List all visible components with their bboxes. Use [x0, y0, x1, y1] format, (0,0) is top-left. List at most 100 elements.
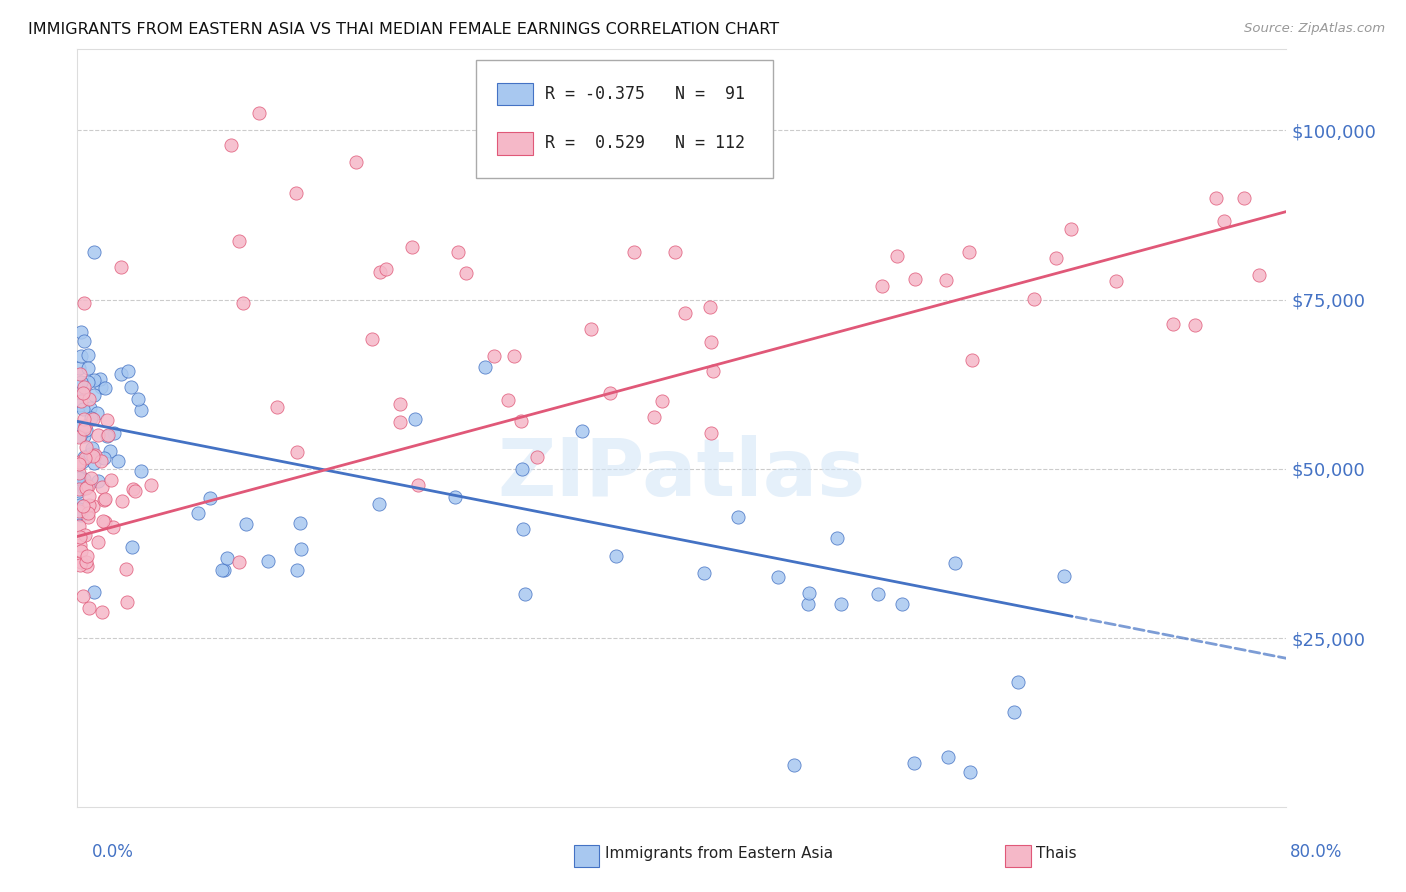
Point: [83, 448, 105, 462]
Point: [368, 497, 391, 511]
Point: [90, 453, 112, 467]
Point: [93, 493, 115, 508]
Point: [700, 334, 723, 349]
Point: [512, 522, 534, 536]
Point: [247, 105, 270, 120]
Point: [73, 412, 96, 426]
Point: [129, 402, 152, 417]
Point: [673, 306, 696, 320]
Point: [72, 385, 94, 400]
Point: [73, 296, 96, 310]
Point: [67, 466, 90, 480]
Point: [406, 478, 429, 492]
Point: [97, 428, 120, 442]
Point: [904, 271, 927, 285]
Point: [100, 473, 122, 487]
Point: [69, 558, 91, 573]
Point: [72, 401, 94, 416]
Point: [86, 406, 108, 420]
Point: [73, 380, 96, 394]
Point: [67, 518, 90, 533]
Point: [945, 556, 967, 570]
Point: [77, 392, 100, 406]
Point: [727, 510, 749, 524]
Point: [285, 563, 308, 577]
Point: [70, 350, 93, 364]
Point: [217, 551, 239, 566]
Point: [1205, 191, 1227, 205]
Point: [76, 559, 98, 574]
Point: [443, 490, 465, 504]
Point: [285, 186, 308, 200]
Point: [120, 380, 142, 394]
Point: [72, 481, 94, 495]
Point: [103, 425, 125, 440]
Point: [75, 419, 97, 434]
Point: [67, 455, 90, 469]
Point: [70, 376, 93, 390]
Point: [404, 411, 426, 425]
Point: [83, 456, 105, 470]
Point: [219, 138, 242, 153]
Text: Immigrants from Eastern Asia: Immigrants from Eastern Asia: [605, 847, 832, 861]
Text: Source: ZipAtlas.com: Source: ZipAtlas.com: [1244, 22, 1385, 36]
Point: [287, 445, 309, 459]
Point: [957, 245, 980, 260]
Point: [257, 553, 280, 567]
Point: [117, 364, 139, 378]
Point: [77, 510, 100, 524]
Point: [211, 563, 233, 577]
Point: [79, 410, 101, 425]
Point: [82, 449, 104, 463]
Point: [96, 413, 118, 427]
Text: 0.0%: 0.0%: [91, 843, 134, 861]
Point: [70, 508, 93, 523]
Point: [72, 473, 94, 487]
Point: [605, 549, 627, 564]
Point: [124, 483, 146, 498]
Point: [70, 544, 93, 558]
Point: [77, 600, 100, 615]
Point: [73, 528, 96, 542]
Point: [110, 494, 132, 508]
Point: [446, 245, 468, 260]
Point: [94, 516, 117, 530]
Point: [288, 516, 311, 530]
Point: [571, 424, 593, 438]
Point: [83, 448, 105, 462]
Point: [94, 381, 117, 395]
Point: [890, 597, 912, 611]
Point: [579, 322, 602, 336]
Point: [266, 401, 288, 415]
Point: [702, 364, 724, 378]
Point: [212, 563, 235, 577]
Text: R =  0.529   N = 112: R = 0.529 N = 112: [546, 135, 745, 153]
Point: [69, 498, 91, 512]
Point: [700, 425, 723, 440]
Point: [623, 245, 645, 260]
Point: [1249, 268, 1271, 283]
Point: [73, 429, 96, 443]
Point: [360, 332, 382, 346]
Point: [67, 471, 90, 485]
Point: [526, 450, 548, 464]
Point: [69, 367, 91, 381]
Point: [783, 757, 806, 772]
Point: [1212, 214, 1234, 228]
Point: [228, 555, 250, 569]
Point: [80, 441, 103, 455]
Point: [67, 501, 90, 516]
Point: [79, 447, 101, 461]
Point: [454, 266, 477, 280]
Point: [830, 597, 852, 611]
Point: [86, 428, 108, 442]
Point: [232, 296, 254, 310]
Point: [80, 471, 103, 485]
Point: [67, 484, 90, 499]
FancyBboxPatch shape: [477, 61, 773, 178]
Point: [72, 589, 94, 603]
Point: [121, 482, 143, 496]
Point: [69, 538, 91, 552]
Point: [67, 504, 90, 518]
Text: IMMIGRANTS FROM EASTERN ASIA VS THAI MEDIAN FEMALE EARNINGS CORRELATION CHART: IMMIGRANTS FROM EASTERN ASIA VS THAI MED…: [28, 22, 779, 37]
